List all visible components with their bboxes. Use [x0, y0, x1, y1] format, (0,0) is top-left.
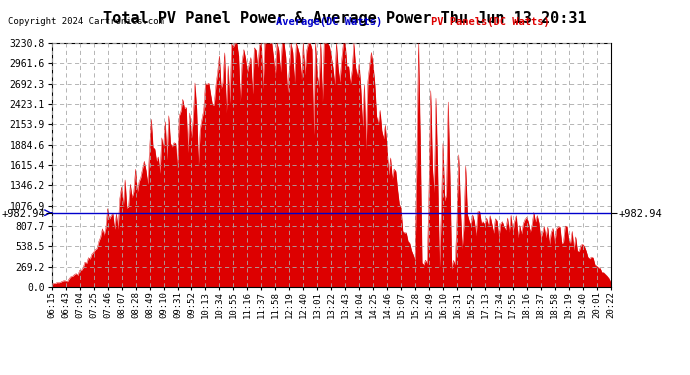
- Text: Total PV Panel Power & Average Power Thu Jun 13 20:31: Total PV Panel Power & Average Power Thu…: [104, 11, 586, 26]
- Text: PV Panels(DC Watts): PV Panels(DC Watts): [431, 17, 550, 27]
- Text: Average(DC Watts): Average(DC Watts): [276, 17, 382, 27]
- Text: Copyright 2024 Cartronics.com: Copyright 2024 Cartronics.com: [8, 17, 164, 26]
